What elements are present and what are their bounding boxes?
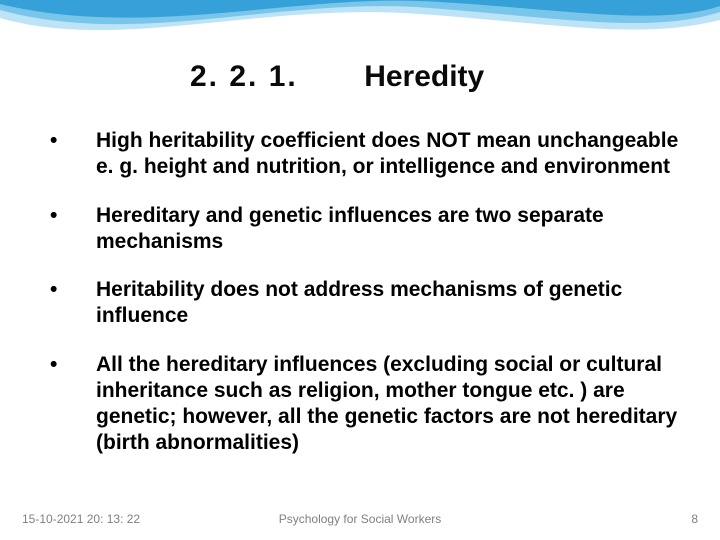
title-text: Heredity (364, 60, 484, 94)
bullet-marker: • (50, 277, 96, 330)
bullet-marker: • (50, 203, 96, 256)
footer-center: Psychology for Social Workers (0, 512, 720, 526)
title-number: 2. 2. 1. (190, 60, 298, 94)
bullet-text: Hereditary and genetic influences are tw… (96, 203, 680, 256)
bullet-marker: • (50, 352, 96, 457)
bullet-marker: • (50, 128, 96, 181)
list-item: • Hereditary and genetic influences are … (50, 203, 680, 256)
footer-page-number: 8 (691, 512, 698, 526)
bullet-list: • High heritability coefficient does NOT… (50, 128, 680, 479)
bullet-text: High heritability coefficient does NOT m… (96, 128, 680, 181)
list-item: • Heritability does not address mechanis… (50, 277, 680, 330)
bullet-text: Heritability does not address mechanisms… (96, 277, 680, 330)
slide-title: 2. 2. 1. Heredity (0, 60, 720, 94)
bullet-text: All the hereditary influences (excluding… (96, 352, 680, 457)
slide: 2. 2. 1. Heredity • High heritability co… (0, 0, 720, 540)
list-item: • High heritability coefficient does NOT… (50, 128, 680, 181)
list-item: • All the hereditary influences (excludi… (50, 352, 680, 457)
